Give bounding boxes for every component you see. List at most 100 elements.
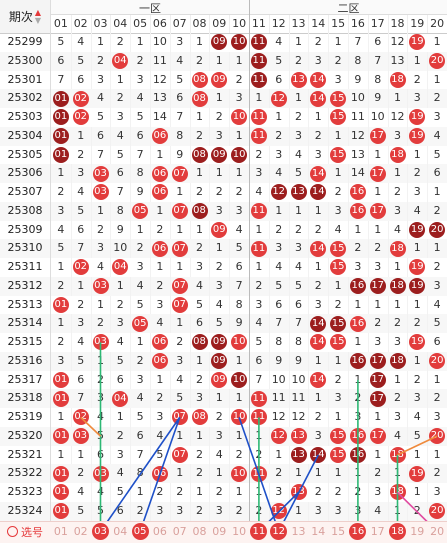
drawn-ball: 20 (429, 503, 446, 520)
miss-count: 3 (110, 108, 132, 127)
miss-count: 4 (71, 183, 92, 202)
miss-count: 1 (91, 295, 112, 315)
issue-number: 25302 (0, 89, 51, 108)
select-label-text: 选号 (21, 525, 43, 539)
select-number-04[interactable]: 04 (113, 525, 128, 538)
select-number-07[interactable]: 07 (172, 525, 187, 538)
selected-number-03[interactable]: 03 (92, 523, 109, 540)
miss-count: 3 (110, 445, 132, 465)
miss-count: 9 (170, 145, 191, 165)
drawn-ball: 13 (290, 446, 307, 463)
drawn-ball: 19 (409, 259, 426, 276)
issue-number: 25307 (0, 183, 51, 202)
selector-bar (0, 521, 447, 543)
miss-count: 2 (91, 220, 112, 240)
miss-count: 2 (110, 89, 132, 108)
select-number-20[interactable]: 20 (430, 525, 445, 538)
miss-count: 1 (130, 483, 151, 502)
miss-count: 1 (308, 351, 330, 371)
miss-count: 6 (71, 370, 92, 390)
drawn-ball: 14 (310, 371, 327, 388)
select-number-15[interactable]: 15 (331, 525, 346, 538)
drawn-ball: 19 (409, 109, 426, 126)
drawn-ball: 01 (52, 390, 69, 407)
miss-count: 4 (91, 258, 112, 277)
miss-count: 3 (150, 408, 171, 427)
miss-count: 1 (150, 201, 171, 221)
row-stripe (0, 51, 447, 71)
drawn-ball: 14 (310, 165, 327, 182)
select-number-01[interactable]: 01 (53, 525, 68, 538)
select-number-09[interactable]: 09 (212, 525, 227, 538)
miss-count: 3 (71, 314, 92, 333)
miss-count: 6 (91, 126, 112, 146)
miss-count: 2 (328, 370, 349, 390)
miss-count: 1 (289, 501, 310, 521)
miss-count: 7 (71, 389, 92, 408)
select-number-19[interactable]: 19 (410, 525, 425, 538)
drawn-ball: 13 (290, 428, 307, 445)
miss-count: 3 (150, 501, 171, 521)
miss-count: 2 (308, 483, 330, 502)
miss-count: 6 (368, 33, 389, 52)
selected-number-16[interactable]: 16 (349, 523, 367, 540)
miss-count: 1 (110, 408, 132, 427)
drawn-ball: 01 (52, 146, 69, 163)
miss-count: 1 (249, 220, 270, 240)
miss-count: 6 (190, 314, 211, 333)
drawn-ball: 10 (231, 409, 248, 426)
drawn-ball: 06 (151, 184, 168, 201)
miss-count: 2 (269, 220, 290, 240)
miss-count: 7 (91, 145, 112, 165)
miss-count: 3 (130, 370, 151, 390)
drawn-ball: 09 (211, 221, 228, 238)
sort-arrows-icon[interactable]: ▲ ▼ (34, 7, 42, 25)
miss-count: 2 (328, 51, 349, 71)
issue-number: 25320 (0, 426, 51, 446)
selected-number-05[interactable]: 05 (131, 523, 149, 540)
miss-count: 1 (328, 126, 349, 146)
drawn-ball: 17 (369, 428, 386, 445)
select-number-13[interactable]: 13 (291, 525, 306, 538)
miss-count: 3 (388, 201, 409, 221)
miss-count: 1 (110, 276, 132, 296)
column-header-09: 09 (209, 15, 231, 34)
drawn-ball: 01 (52, 465, 69, 482)
zone2-header: 二区 (250, 0, 447, 15)
radio-circle-icon[interactable] (7, 526, 18, 537)
column-header-04: 04 (110, 15, 132, 34)
select-number-17[interactable]: 17 (370, 525, 385, 538)
drawn-ball: 11 (250, 128, 267, 145)
issue-number: 25310 (0, 239, 51, 258)
miss-count: 4 (209, 295, 231, 315)
miss-count: 3 (348, 258, 369, 277)
selected-number-18[interactable]: 18 (389, 523, 406, 540)
miss-count: 5 (71, 51, 92, 71)
drawn-ball: 09 (211, 334, 228, 351)
issue-number: 25312 (0, 276, 51, 296)
column-header-15: 15 (328, 15, 349, 34)
selected-number-11[interactable]: 11 (250, 523, 268, 540)
miss-count: 3 (130, 258, 151, 277)
miss-count: 4 (110, 333, 132, 352)
miss-count: 2 (190, 445, 211, 465)
drawn-ball: 12 (270, 90, 287, 107)
miss-count: 2 (150, 389, 171, 408)
miss-count: 2 (289, 51, 310, 71)
selected-number-12[interactable]: 12 (270, 523, 288, 540)
drawn-ball: 17 (369, 353, 386, 370)
select-number-06[interactable]: 06 (152, 525, 167, 538)
drawn-ball: 12 (270, 184, 287, 201)
drawn-ball: 05 (132, 203, 149, 220)
miss-count: 2 (407, 70, 429, 90)
miss-count: 1 (348, 370, 369, 390)
issue-sort-header[interactable]: 期次 ▲ ▼ (0, 0, 51, 34)
select-number-02[interactable]: 02 (73, 525, 88, 538)
select-number-14[interactable]: 14 (311, 525, 326, 538)
select-number-10[interactable]: 10 (232, 525, 247, 538)
drawn-ball: 06 (151, 165, 168, 182)
drawn-ball: 10 (231, 34, 248, 51)
miss-count: 3 (71, 164, 92, 183)
select-label[interactable]: 选号 (0, 521, 50, 542)
select-number-08[interactable]: 08 (192, 525, 207, 538)
